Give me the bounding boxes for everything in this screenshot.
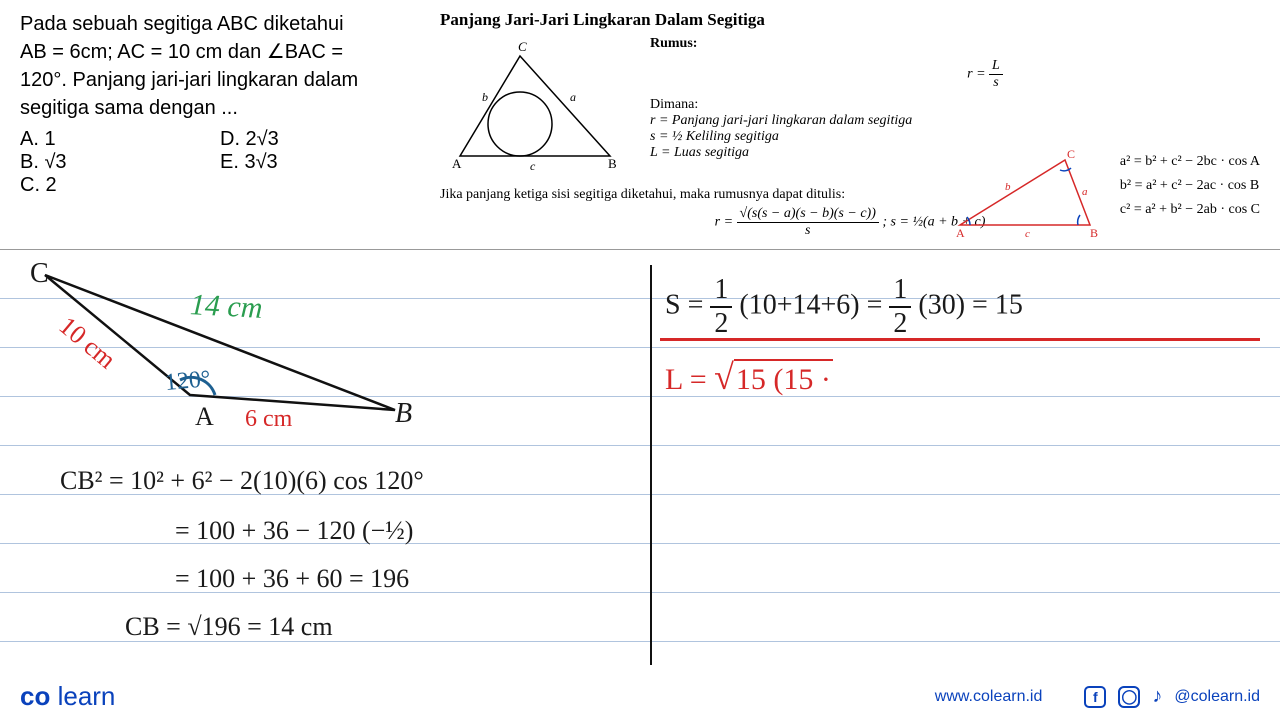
problem-statement: Pada sebuah segitiga ABC diketahui AB = … — [20, 10, 440, 241]
label-side-a: a — [570, 90, 576, 104]
answer-choices: A. 1 D. 2√3 B. √3 E. 3√3 C. 2 — [20, 128, 430, 197]
divider-line — [650, 265, 652, 665]
dimana-label: Dimana: — [650, 97, 1260, 113]
def-r: r = Panjang jari-jari lingkaran dalam se… — [650, 113, 1260, 129]
instagram-icon: ◯ — [1118, 686, 1140, 708]
vertex-a: A — [195, 402, 214, 432]
choice-c: C. 2 — [20, 174, 220, 197]
svg-text:a: a — [1082, 186, 1088, 198]
cb-line3: = 100 + 36 + 60 = 196 — [175, 564, 409, 594]
logo-learn: learn — [58, 681, 116, 711]
heron-den: s — [737, 223, 879, 239]
s-calc: S = 12 (10+14+6) = 12 (30) = 15 — [665, 274, 1023, 340]
problem-text: Pada sebuah segitiga ABC diketahui AB = … — [20, 10, 430, 122]
choice-e: E. 3√3 — [220, 151, 278, 174]
side-6: 6 cm — [245, 406, 292, 433]
cb-line4: CB = √196 = 14 cm — [125, 612, 333, 642]
footer-url: www.colearn.id — [935, 688, 1043, 706]
label-side-c: c — [530, 159, 536, 173]
cosine-rules: a² = b² + c² − 2bc · cos A b² = a² + c² … — [1120, 150, 1260, 221]
svg-text:B: B — [1090, 226, 1098, 240]
problem-line: 120°. Panjang jari-jari lingkaran dalam — [20, 69, 358, 91]
incircle-svg: C A B b a c — [440, 36, 630, 176]
cos-rule-b: b² = a² + c² − 2ac · cos B — [1120, 174, 1260, 198]
red-underline — [660, 338, 1260, 341]
svg-text:A: A — [956, 226, 965, 240]
label-side-b: b — [482, 90, 488, 104]
vertex-c: C — [30, 258, 49, 290]
svg-text:c: c — [1025, 228, 1030, 240]
cos-rule-c: c² = a² + b² − 2ab · cos C — [1120, 198, 1260, 222]
l-calc: L = √15 (15 · — [665, 356, 833, 398]
heron-text: Jika panjang ketiga sisi segitiga diketa… — [440, 187, 845, 202]
problem-line: AB = 6cm; AC = 10 cm dan ∠BAC = — [20, 41, 343, 63]
choice-d: D. 2√3 — [220, 128, 279, 151]
cb-line2: = 100 + 36 − 120 (−½) — [175, 516, 413, 546]
colearn-logo: co learn — [20, 681, 115, 712]
svg-text:C: C — [1067, 150, 1075, 161]
facebook-icon: f — [1084, 686, 1106, 708]
choice-a: A. 1 — [20, 128, 220, 151]
side-14: 14 cm — [189, 288, 263, 326]
problem-line: Pada sebuah segitiga ABC diketahui — [20, 13, 344, 35]
reference-material: Panjang Jari-Jari Lingkaran Dalam Segiti… — [440, 10, 1260, 241]
cosine-triangle-diagram: A B C c b a — [950, 150, 1100, 245]
footer-right: www.colearn.id f ◯ ♪ @colearn.id — [935, 685, 1260, 708]
label-b-right: B — [608, 156, 617, 171]
social-handle: @colearn.id — [1174, 688, 1260, 706]
cos-svg: A B C c b a — [950, 150, 1100, 240]
logo-co: co — [20, 681, 50, 711]
svg-text:b: b — [1005, 181, 1011, 193]
choice-b: B. √3 — [20, 151, 220, 174]
label-a-left: A — [452, 156, 462, 171]
heron-num: √(s(s − a)(s − b)(s − c)) — [737, 206, 879, 223]
reference-title: Panjang Jari-Jari Lingkaran Dalam Segiti… — [440, 10, 1260, 30]
cb-line1: CB² = 10² + 6² − 2(10)(6) cos 120° — [60, 466, 424, 496]
footer: co learn www.colearn.id f ◯ ♪ @colearn.i… — [20, 681, 1260, 712]
cos-rule-a: a² = b² + c² − 2bc · cos A — [1120, 150, 1260, 174]
tiktok-icon: ♪ — [1152, 685, 1162, 708]
angle-120: 120° — [164, 366, 212, 397]
main-formula: r = Ls — [650, 52, 1260, 97]
rumus-label: Rumus: — [650, 36, 1260, 52]
def-s: s = ½ Keliling segitiga — [650, 129, 1260, 145]
incircle-diagram: C A B b a c — [440, 36, 640, 181]
problem-line: segitiga sama dengan ... — [20, 97, 238, 119]
vertex-b: B — [395, 398, 412, 430]
label-c-top: C — [518, 39, 527, 54]
